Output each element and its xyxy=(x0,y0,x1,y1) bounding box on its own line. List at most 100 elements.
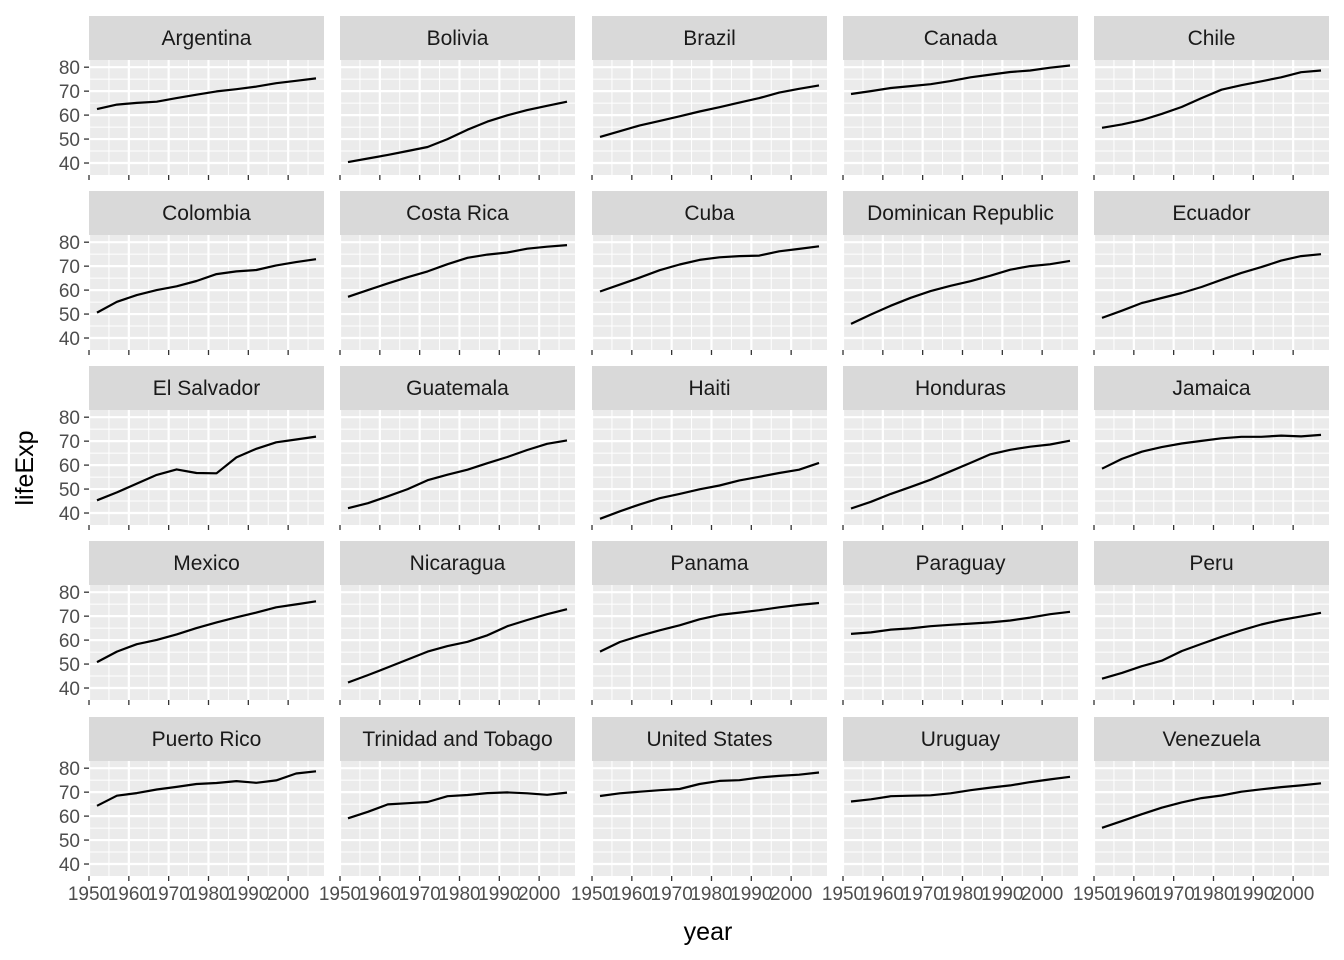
y-tick-label: 40 xyxy=(59,504,80,525)
facet-panel: Ecuador xyxy=(1092,191,1329,355)
y-tick-label: 70 xyxy=(59,607,80,628)
x-tick-label: 1960 xyxy=(862,884,904,905)
strip-label: Dominican Republic xyxy=(867,202,1054,225)
x-tick-label: 1970 xyxy=(651,884,693,905)
series-line xyxy=(1101,782,1322,829)
strip-label: Venezuela xyxy=(1162,728,1260,751)
strip-label: Jamaica xyxy=(1172,377,1251,400)
y-tick-label: 80 xyxy=(59,58,80,79)
y-tick-label: 80 xyxy=(59,583,80,604)
facet-panel: Brazil xyxy=(590,16,827,180)
strip-label: Guatemala xyxy=(406,377,509,400)
y-axis-title: lifeExp xyxy=(11,430,39,505)
facet-panel: Cuba xyxy=(590,191,827,355)
strip-label: Haiti xyxy=(688,377,730,400)
x-tick-label: 1970 xyxy=(902,884,944,905)
series-line xyxy=(347,608,568,684)
series-line xyxy=(850,439,1071,510)
x-tick-label: 1990 xyxy=(730,884,772,905)
x-tick-label: 1990 xyxy=(227,884,269,905)
x-tick-label: 1970 xyxy=(399,884,441,905)
strip-label: Brazil xyxy=(683,27,736,50)
x-tick-label: 1960 xyxy=(611,884,653,905)
strip-background xyxy=(1094,541,1329,585)
strip-background xyxy=(843,541,1078,585)
facet-panel: Panama xyxy=(590,541,827,705)
series-line xyxy=(96,435,317,502)
y-tick-label: 60 xyxy=(59,807,80,828)
facet-panel: Haiti xyxy=(590,366,827,530)
strip-background xyxy=(340,191,575,235)
x-tick-label: 1950 xyxy=(68,884,110,905)
series-line xyxy=(1101,253,1322,319)
strip-label: Argentina xyxy=(162,27,252,50)
facet-panel: Nicaragua xyxy=(338,541,575,705)
facet-panel: Colombia 40 50 60 70 80 xyxy=(59,191,324,355)
y-tick-label: 50 xyxy=(59,831,80,852)
strip-label: Chile xyxy=(1188,27,1236,50)
strip-background xyxy=(340,366,575,410)
strip-label: Honduras xyxy=(915,377,1006,400)
y-tick-label: 50 xyxy=(59,305,80,326)
x-tick-label: 1950 xyxy=(1073,884,1115,905)
strip-label: Nicaragua xyxy=(410,552,506,575)
strip-background xyxy=(843,717,1078,761)
x-tick-label: 1980 xyxy=(941,884,983,905)
y-tick-label: 40 xyxy=(59,679,80,700)
y-tick-label: 50 xyxy=(59,130,80,151)
series-line xyxy=(599,461,820,520)
strip-label: Mexico xyxy=(173,552,240,575)
strip-background xyxy=(1094,191,1329,235)
facet-panel: Costa Rica xyxy=(338,191,575,355)
y-tick-label: 40 xyxy=(59,855,80,876)
strip-label: Costa Rica xyxy=(406,202,509,225)
y-tick-label: 70 xyxy=(59,432,80,453)
strip-label: Cuba xyxy=(684,202,735,225)
facet-panel: Guatemala xyxy=(338,366,575,530)
strip-label: El Salvador xyxy=(153,377,260,400)
y-tick-label: 50 xyxy=(59,480,80,501)
x-tick-label: 1960 xyxy=(1113,884,1155,905)
strip-background xyxy=(843,16,1078,60)
strip-label: Panama xyxy=(670,552,749,575)
series-line xyxy=(599,771,820,798)
strip-background xyxy=(1094,16,1329,60)
x-tick-label: 1990 xyxy=(981,884,1023,905)
x-tick-label: 2000 xyxy=(267,884,309,905)
x-tick-label: 1990 xyxy=(1232,884,1274,905)
strip-label: Puerto Rico xyxy=(152,728,262,751)
x-tick-label: 2000 xyxy=(1272,884,1314,905)
y-tick-label: 50 xyxy=(59,655,80,676)
y-tick-label: 60 xyxy=(59,281,80,302)
facet-panel: El Salvador 40 50 60 70 80 xyxy=(59,366,324,530)
x-tick-label: 2000 xyxy=(1021,884,1063,905)
y-tick-label: 80 xyxy=(59,408,80,429)
x-tick-label: 1980 xyxy=(690,884,732,905)
facet-panel: Peru xyxy=(1092,541,1329,705)
series-line xyxy=(599,84,820,138)
strip-label: United States xyxy=(646,728,772,751)
strip-background xyxy=(592,366,827,410)
facet-panel: Dominican Republic xyxy=(841,191,1078,355)
series-line xyxy=(1101,69,1322,129)
strip-label: Trinidad and Tobago xyxy=(362,728,552,751)
strip-background xyxy=(592,16,827,60)
strip-background xyxy=(89,541,324,585)
series-line xyxy=(850,259,1071,325)
x-tick-label: 2000 xyxy=(770,884,812,905)
facet-panel: Paraguay xyxy=(841,541,1078,705)
strip-background xyxy=(1094,717,1329,761)
strip-label: Paraguay xyxy=(916,552,1006,575)
y-tick-label: 70 xyxy=(59,783,80,804)
strip-label: Peru xyxy=(1189,552,1233,575)
facet-panel: Puerto Rico 40 50 60 70 80 1950196019701980199… xyxy=(59,717,324,905)
strip-background xyxy=(592,191,827,235)
series-line xyxy=(1101,433,1322,470)
series-line xyxy=(96,258,317,314)
series-line xyxy=(599,245,820,293)
x-tick-label: 2000 xyxy=(518,884,560,905)
series-line xyxy=(96,77,317,111)
x-tick-label: 1970 xyxy=(1153,884,1195,905)
